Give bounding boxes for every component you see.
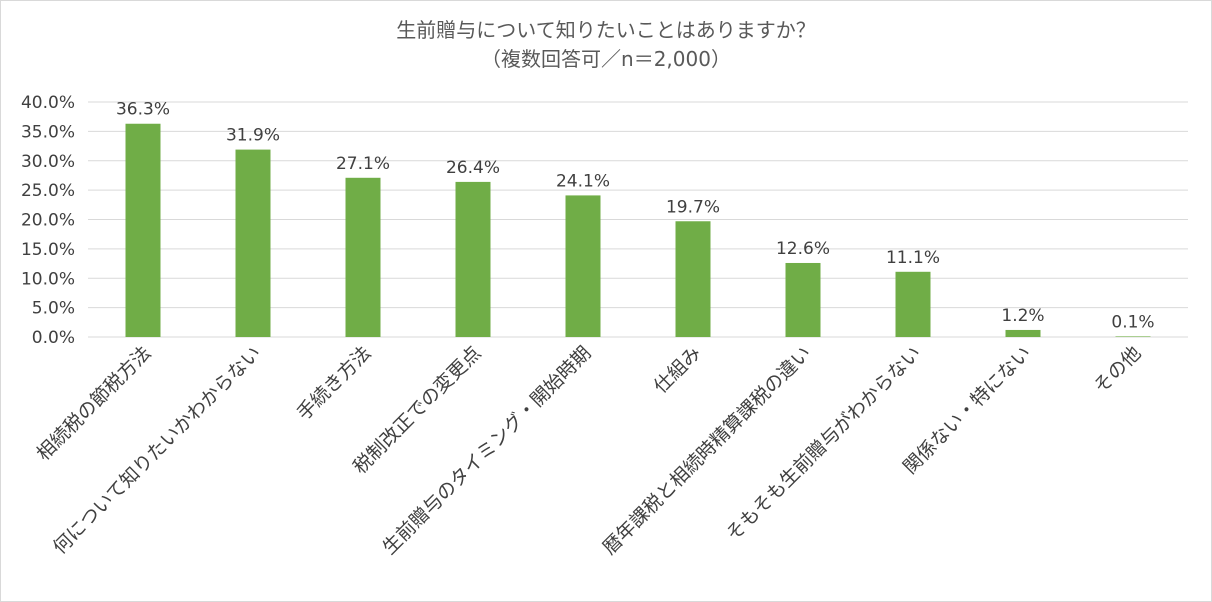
data-label: 27.1% [336, 154, 390, 174]
data-label: 12.6% [776, 239, 830, 259]
y-tick-label: 10.0% [21, 269, 75, 289]
data-label: 0.1% [1111, 312, 1154, 332]
category-label: その他 [1090, 342, 1146, 398]
category-label: 手続き方法 [293, 342, 376, 425]
y-tick-label: 40.0% [21, 93, 75, 113]
data-labels: 36.3% 31.9% 27.1% 26.4% 24.1% 19.7% 12.6% 11.1%… [116, 100, 1155, 333]
data-label: 31.9% [226, 126, 280, 146]
bars [125, 123, 1151, 337]
data-label: 24.1% [556, 171, 610, 191]
category-label: そもそも生前贈与がわからない [722, 342, 925, 545]
bar [455, 181, 491, 337]
data-label: 11.1% [886, 248, 940, 268]
data-label: 36.3% [116, 100, 170, 120]
y-tick-label: 5.0% [32, 299, 75, 319]
bar [565, 195, 601, 337]
bar [895, 271, 931, 337]
bar [1005, 329, 1041, 337]
category-label: 暦年課税と相続時精算課税の違い [598, 342, 815, 559]
data-label: 1.2% [1001, 306, 1044, 326]
chart-subtitle: （複数回答可／n＝2,000） [481, 47, 731, 71]
bar [1115, 336, 1151, 337]
bar [345, 177, 381, 337]
category-label: 仕組み [650, 342, 706, 398]
y-tick-label: 35.0% [21, 122, 75, 142]
y-tick-label: 25.0% [21, 181, 75, 201]
data-label: 19.7% [666, 197, 720, 217]
y-tick-label: 15.0% [21, 240, 75, 260]
y-tick-label: 0.0% [32, 328, 75, 348]
data-label: 26.4% [446, 158, 500, 178]
y-axis-ticks: 0.0% 5.0% 10.0% 15.0% 20.0% 25.0% 30.0% 35.0% 40… [21, 93, 75, 348]
y-tick-label: 20.0% [21, 211, 75, 231]
chart-title: 生前贈与について知りたいことはありますか？ [396, 18, 816, 42]
bar [675, 221, 711, 337]
bar [125, 123, 161, 337]
bar [785, 262, 821, 337]
y-tick-label: 30.0% [21, 152, 75, 172]
category-label: 相続税の節税方法 [32, 342, 155, 465]
category-label: 何について知りたいかわからない [49, 342, 266, 559]
category-label: 生前贈与のタイミング・開始時期 [378, 342, 595, 559]
bar [235, 149, 271, 337]
gridlines [88, 101, 1188, 338]
